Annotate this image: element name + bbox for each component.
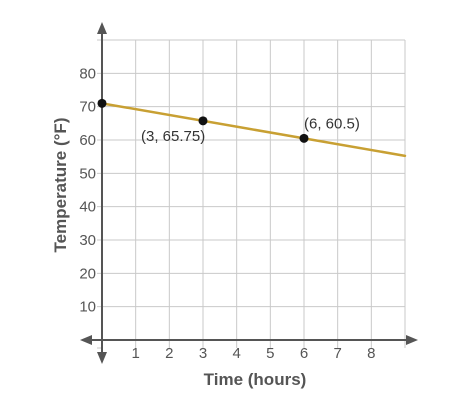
x-tick-label: 5 (266, 345, 274, 362)
y-tick-label: 80 (79, 65, 96, 82)
y-tick-label: 70 (79, 99, 96, 116)
data-point (97, 98, 107, 108)
axes (80, 22, 418, 364)
x-tick-label: 1 (131, 345, 139, 362)
x-tick-label: 6 (300, 345, 308, 362)
data-points: (3, 65.75) (6, 60.5) (97, 98, 360, 145)
y-tick-label: 10 (79, 299, 96, 316)
tick-labels: 1 2 3 4 5 6 7 8 10 20 30 40 50 60 70 80 (79, 65, 375, 362)
axis-titles: Time (hours) Temperature (°F) (51, 118, 306, 389)
y-tick-label: 60 (79, 132, 96, 149)
data-point-label: (3, 65.75) (141, 128, 205, 145)
x-axis-arrow-left (80, 335, 92, 345)
x-tick-label: 3 (199, 345, 207, 362)
y-tick-label: 50 (79, 165, 96, 182)
x-tick-label: 2 (165, 345, 173, 362)
y-tick-label: 40 (79, 199, 96, 216)
data-point-label: (6, 60.5) (304, 115, 360, 132)
y-tick-label: 20 (79, 265, 96, 282)
data-point (299, 133, 309, 143)
y-axis-arrow-down (97, 352, 107, 364)
y-axis-title: Temperature (°F) (51, 118, 70, 253)
x-axis-title: Time (hours) (204, 370, 307, 389)
trend-line (100, 102, 407, 158)
x-tick-label: 8 (367, 345, 375, 362)
x-axis-arrow-right (406, 335, 418, 345)
x-tick-label: 4 (232, 345, 240, 362)
data-point (198, 116, 208, 126)
grid (97, 39, 406, 349)
x-tick-label: 7 (333, 345, 341, 362)
series (100, 102, 407, 158)
y-tick-label: 30 (79, 232, 96, 249)
y-axis-arrow-up (97, 22, 107, 34)
